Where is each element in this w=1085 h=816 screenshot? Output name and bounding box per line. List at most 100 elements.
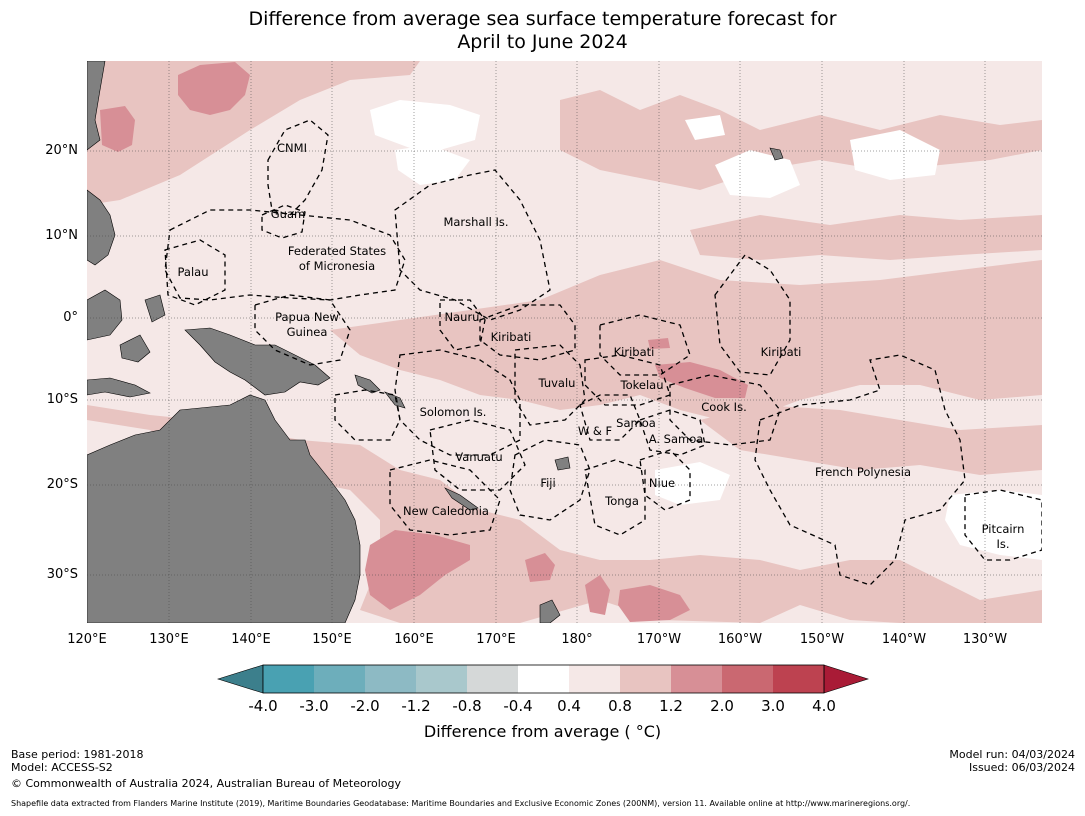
eez-boundaries	[164, 119, 1042, 586]
anomaly-warm-patch-tasman	[365, 530, 470, 610]
lat-label-10n: 10°N	[45, 228, 78, 243]
lon-label-160w: 160°W	[717, 632, 763, 647]
graticule	[87, 61, 1042, 623]
australia-landmass	[87, 394, 361, 623]
colorbar-tick-1: -4.0	[248, 697, 278, 715]
footer-copyright: © Commonwealth of Australia 2024, Austra…	[11, 777, 401, 790]
label-kiribati-east: Kiribati	[761, 345, 802, 359]
lon-label-140e: 140°E	[231, 632, 271, 647]
label-guam: Guam	[271, 207, 305, 221]
anomaly-warm-patch-south-3	[618, 585, 690, 622]
anomaly-warm-patch-north	[178, 62, 250, 115]
anomaly-warm-patch-south-1	[525, 553, 555, 582]
footer-model: Model: ACCESS-S2	[11, 761, 113, 774]
lon-label-170w: 170°W	[636, 632, 682, 647]
colorbar-bin-11	[773, 665, 824, 693]
borneo-landmass	[87, 289, 123, 341]
footer-issued: Issued: 06/03/2024	[968, 761, 1075, 774]
label-samoa: Samoa	[616, 416, 656, 430]
fiji-land	[554, 456, 571, 471]
label-fiji: Fiji	[540, 476, 555, 490]
lon-label-130w: 130°W	[962, 632, 1008, 647]
anomaly-band-southeast	[700, 405, 1042, 475]
lat-label-20s: 20°S	[46, 477, 78, 492]
colorbar-bin-3	[365, 665, 416, 693]
colorbar-tick-6: -0.4	[503, 697, 533, 715]
anomaly-band-south	[87, 405, 1042, 623]
label-kiribati-west: Kiribati	[491, 330, 532, 344]
label-kiribati-central: Kiribati	[614, 345, 655, 359]
colorbar-bin-4	[416, 665, 467, 693]
colorbar-tick-7: 0.4	[557, 697, 581, 715]
colorbar-tick-10: 2.0	[710, 697, 734, 715]
label-niue: Niue	[649, 476, 675, 490]
footer-model-run: Model run: 04/03/2024	[949, 748, 1075, 761]
anomaly-neutral-patch-north-3	[715, 150, 800, 198]
lon-label-140w: 140°W	[881, 632, 927, 647]
hawaii-land	[769, 147, 784, 161]
label-solomon-islands: Solomon Is.	[420, 405, 487, 419]
footer-shapefile-credit: Shapefile data extracted from Flanders M…	[11, 799, 911, 808]
label-tokelau: Tokelau	[620, 378, 664, 392]
label-nauru: Nauru	[445, 310, 480, 324]
colorbar-bin-9	[671, 665, 722, 693]
chart-title-line2: April to June 2024	[457, 31, 628, 53]
label-tuvalu: Tuvalu	[538, 376, 576, 390]
colorbar	[216, 664, 869, 694]
label-pitcairn-line1: Pitcairn	[982, 522, 1025, 536]
label-cnmi: CNMI	[277, 141, 307, 155]
colorbar-tick-12: 4.0	[812, 697, 836, 715]
colorbar-tick-8: 0.8	[608, 697, 632, 715]
label-new-caledonia: New Caledonia	[403, 504, 489, 518]
colorbar-bin-7	[569, 665, 620, 693]
chart-title-line1: Difference from average sea surface temp…	[248, 8, 837, 30]
label-wallis-futuna: W & F	[578, 424, 612, 438]
lon-label-160e: 160°E	[394, 632, 434, 647]
colorbar-tick-11: 3.0	[761, 697, 785, 715]
anomaly-band-equatorial	[330, 260, 1042, 420]
indonesia-islands	[87, 294, 166, 398]
anomaly-neutral-patch-north-1	[370, 100, 480, 150]
label-vanuatu: Vanuatu	[455, 450, 502, 464]
colorbar-bin-2	[314, 665, 365, 693]
new-guinea-landmass	[184, 327, 331, 396]
label-palau: Palau	[178, 265, 209, 279]
colorbar-bin-1	[263, 665, 314, 693]
colorbar-bin-5	[467, 665, 518, 693]
lat-label-30s: 30°S	[46, 567, 78, 582]
anomaly-warm-patch-south-2	[585, 575, 610, 615]
colorbar-tick-5: -0.8	[452, 697, 482, 715]
new-caledonia-land	[444, 487, 479, 511]
colorbar-bin-8	[620, 665, 671, 693]
colorbar-tick-3: -2.0	[350, 697, 380, 715]
label-png-line2: Guinea	[287, 325, 328, 339]
new-zealand-land	[539, 599, 561, 623]
label-cook-islands: Cook Is.	[701, 400, 746, 414]
colorbar-tick-2: -3.0	[299, 697, 329, 715]
lon-label-170e: 170°E	[476, 632, 516, 647]
anomaly-warm-patch-philippines	[100, 106, 135, 152]
colorbar-extend-min	[216, 664, 264, 694]
lon-label-180: 180°	[561, 632, 593, 647]
anomaly-neutral-patch-south-central	[655, 462, 730, 505]
label-marshall-islands: Marshall Is.	[443, 215, 508, 229]
anomaly-warm-patch-equatorial	[655, 362, 748, 398]
label-fsm-line1: Federated States	[288, 244, 386, 258]
lon-label-150w: 150°W	[799, 632, 845, 647]
solomon-islands-land	[354, 374, 406, 409]
anomaly-neutral-patch-north-5	[685, 115, 725, 140]
lon-label-130e: 130°E	[149, 632, 189, 647]
colorbar-tick-9: 1.2	[659, 697, 683, 715]
lon-label-150e: 150°E	[312, 632, 352, 647]
lat-label-10s: 10°S	[46, 392, 78, 407]
anomaly-band-west-north	[87, 61, 420, 205]
colorbar-bin-6	[518, 665, 569, 693]
anomaly-neutral-patch-north-4	[850, 130, 940, 180]
lat-label-20n: 20°N	[45, 143, 78, 158]
footer-base-period: Base period: 1981-2018	[11, 748, 144, 761]
anomaly-band-10n	[690, 215, 1042, 260]
label-tonga: Tonga	[604, 494, 639, 508]
colorbar-title: Difference from average ( °C)	[423, 722, 662, 741]
map-area: CNMI Guam Marshall Is. Federated States …	[87, 61, 1042, 623]
